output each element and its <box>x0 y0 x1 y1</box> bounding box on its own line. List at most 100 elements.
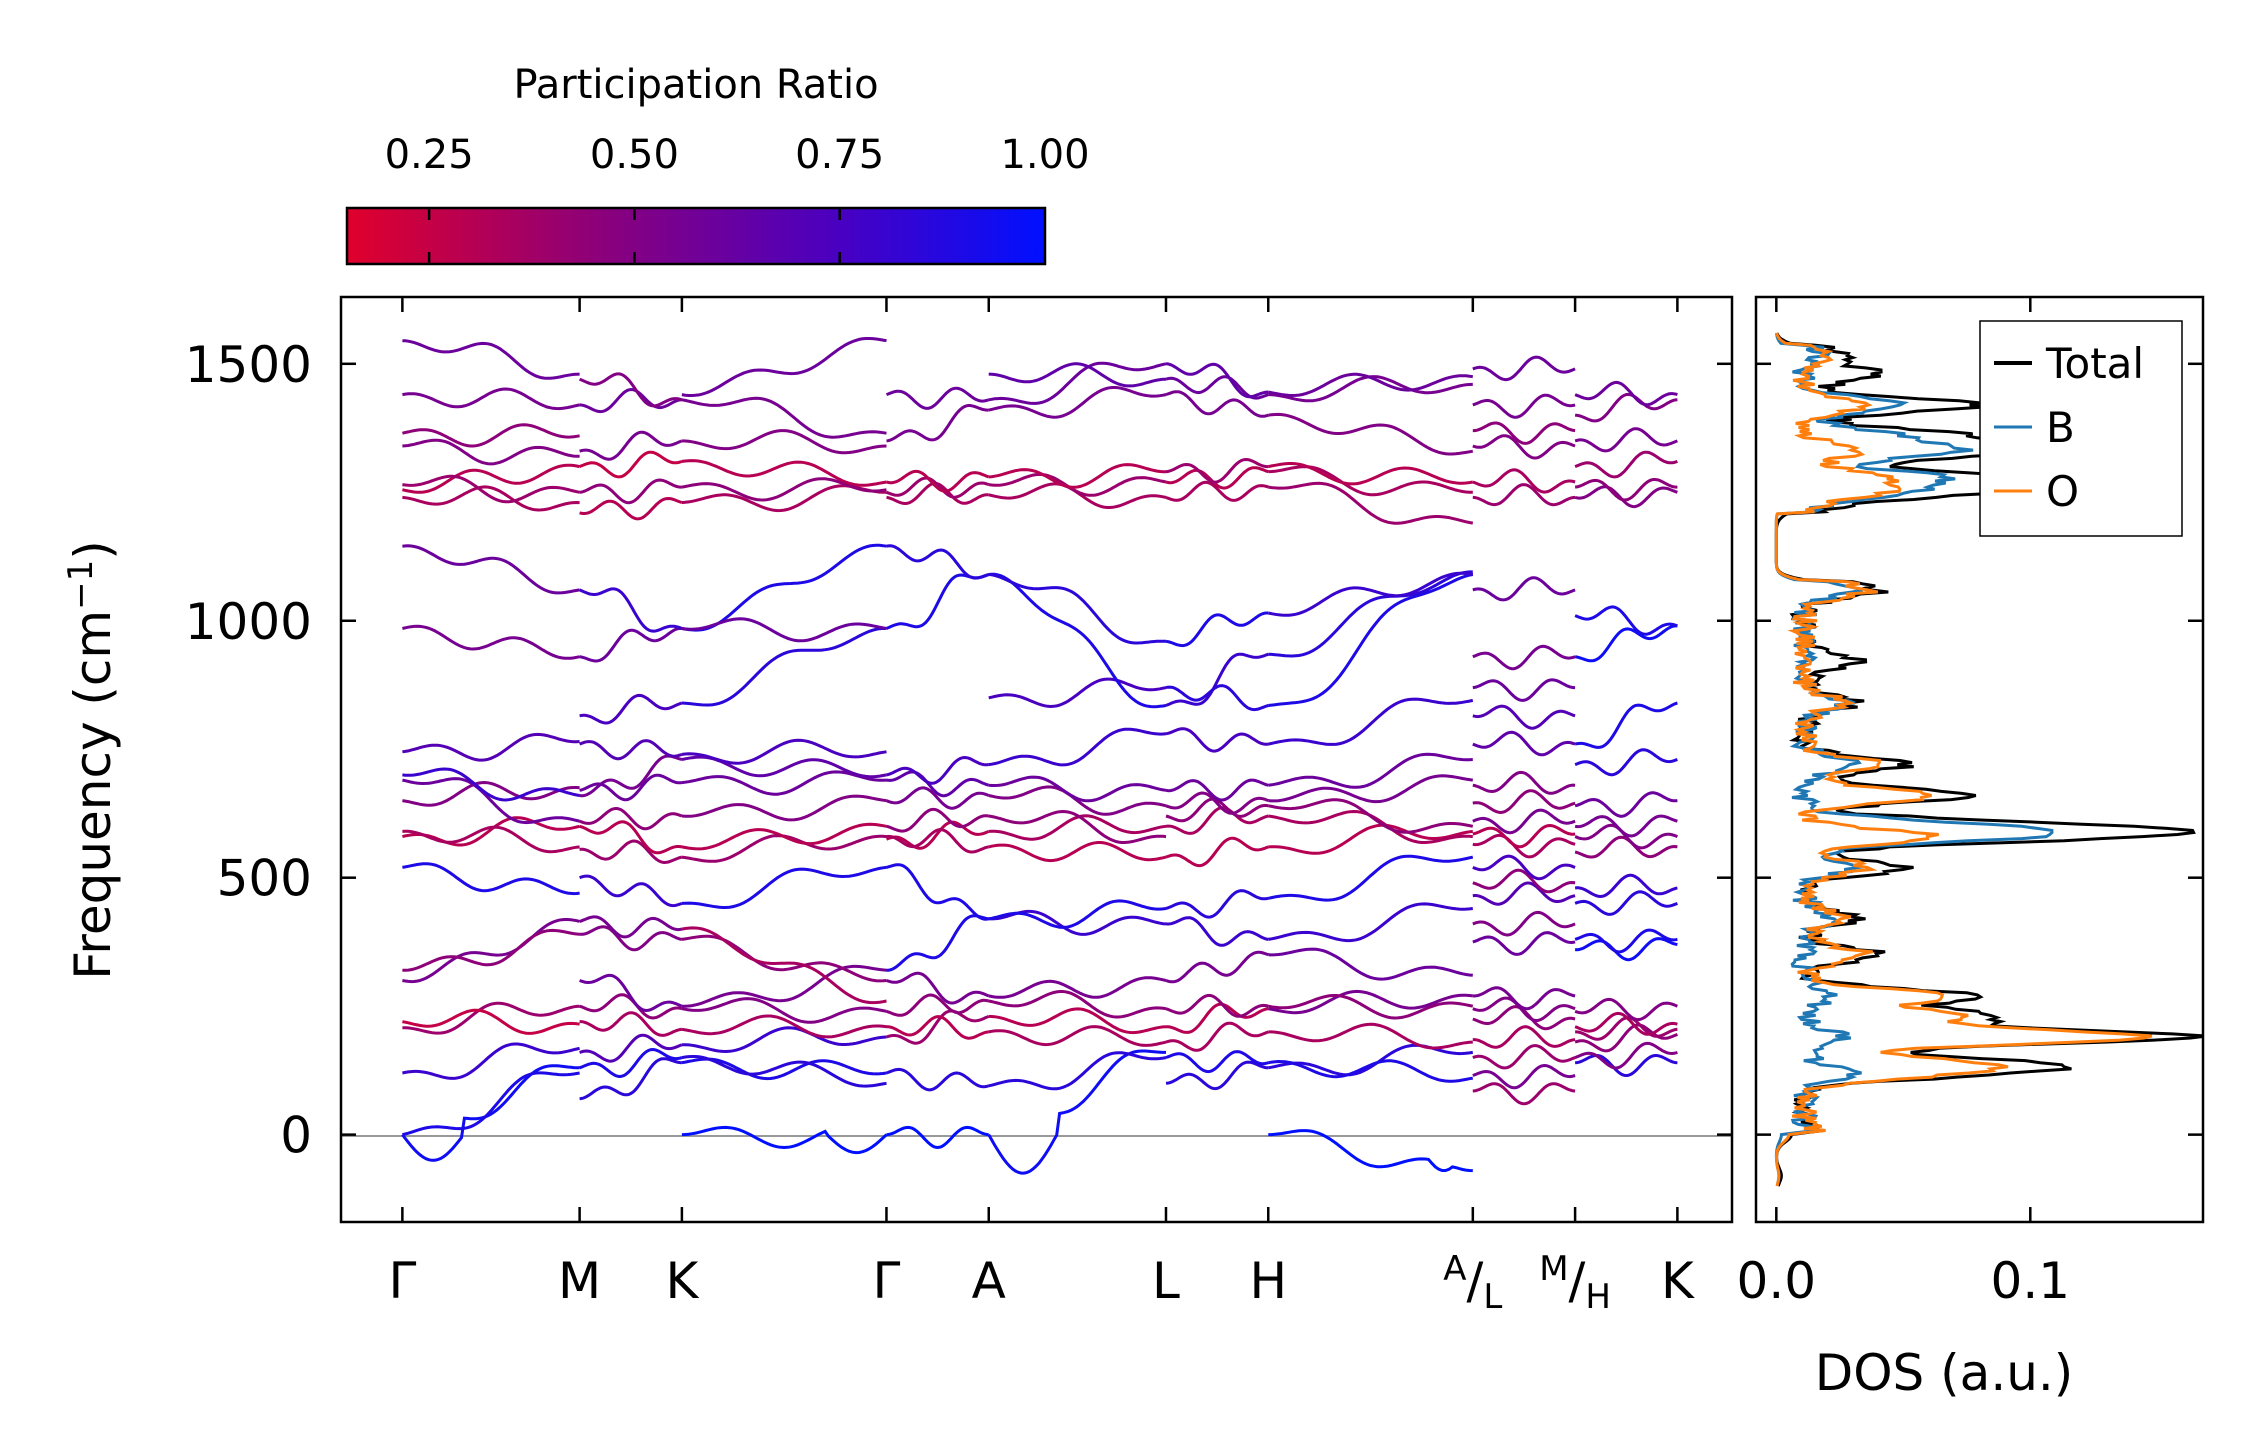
phonon-band <box>1575 937 1678 962</box>
phonon-band <box>886 1009 990 1045</box>
phonon-band <box>886 971 990 1005</box>
kpoint-label: M <box>558 1252 601 1310</box>
phonon-band <box>1268 1059 1474 1083</box>
phonon-band <box>1267 571 1474 617</box>
phonon-band <box>988 841 1167 863</box>
frequency-tick-label: 0 <box>280 1107 312 1165</box>
phonon-band <box>1472 355 1576 382</box>
phonon-band <box>681 865 887 909</box>
phonon-band <box>1165 806 1269 835</box>
phonon-band <box>1574 997 1678 1022</box>
colorbar-ticks: 0.25 0.50 0.75 1.00 <box>385 132 1090 264</box>
legend-label: Total <box>2045 339 2144 388</box>
phonon-band <box>988 1051 1167 1091</box>
phonon-band <box>886 476 990 499</box>
frequency-tick-label: 1500 <box>185 336 312 394</box>
phonon-band <box>681 459 887 487</box>
phonon-band <box>988 899 1167 929</box>
phonon-band <box>1165 727 1269 753</box>
phonon-band <box>1472 483 1576 507</box>
phonon-band <box>579 773 683 802</box>
phonon-band <box>402 624 580 660</box>
phonon-band <box>1268 372 1474 398</box>
phonon-band <box>1472 434 1576 460</box>
frequency-tick-label: 500 <box>217 850 312 908</box>
phonon-band <box>1165 457 1269 484</box>
phonon-band <box>681 738 887 765</box>
phonon-band <box>1472 393 1576 419</box>
phonon-band <box>988 785 1167 816</box>
phonon-band <box>579 587 683 633</box>
phonon-band <box>886 404 989 443</box>
phonon-band <box>988 990 1167 1019</box>
phonon-band <box>886 828 989 854</box>
phonon-band <box>681 337 887 397</box>
phonon-band <box>1267 697 1474 746</box>
phonon-band <box>1165 480 1269 502</box>
phonon-band <box>1268 752 1473 789</box>
dos-panel: 0.0 0.1 DOS (a.u.) Total BO <box>1737 295 2205 1402</box>
phonon-band <box>402 767 580 802</box>
phonon-band <box>402 387 580 411</box>
phonon-band <box>988 1007 1167 1035</box>
phonon-band <box>1472 881 1576 906</box>
frequency-ticks: 0 500 1000 1500 <box>185 336 2203 1165</box>
phonon-band <box>1472 789 1576 815</box>
phonon-band <box>1165 390 1269 418</box>
phonon-band <box>988 386 1167 419</box>
kpoint-label: Γ <box>388 1252 416 1310</box>
phonon-band <box>1472 1025 1576 1049</box>
phonon-band <box>1574 814 1678 838</box>
phonon-band <box>1165 993 1269 1018</box>
phonon-band <box>681 755 887 779</box>
phonon-band <box>988 976 1167 999</box>
phonon-band <box>402 918 580 984</box>
phonon-band <box>987 1049 1166 1175</box>
phonon-band <box>1472 833 1576 859</box>
phonon-band <box>1574 1041 1678 1070</box>
kpoint-label: M/H <box>1539 1249 1611 1317</box>
phonon-band <box>1268 989 1473 1015</box>
phonon-band <box>1165 1021 1269 1052</box>
colorbar-tick-label: 0.75 <box>795 132 884 178</box>
dos-legend: Total BO <box>1979 320 2183 537</box>
phonon-band <box>402 474 580 504</box>
phonon-band <box>1472 808 1576 835</box>
phonon-band <box>579 820 683 855</box>
legend-label: B <box>2046 403 2075 452</box>
phonon-band <box>681 1026 887 1054</box>
phonon-band <box>402 485 580 512</box>
phonon-band <box>886 807 989 833</box>
phonon-band <box>1574 748 1678 777</box>
phonon-band <box>1165 889 1269 919</box>
phonon-band <box>988 1025 1167 1047</box>
colorbar-title: Participation Ratio <box>513 62 878 108</box>
phonon-band <box>579 807 683 831</box>
phonon-band <box>1268 1022 1473 1050</box>
phonon-band <box>402 732 580 762</box>
phonon-band <box>1574 478 1678 502</box>
phonon-band <box>988 775 1167 803</box>
phonon-band <box>1574 701 1678 749</box>
phonon-band <box>579 973 683 1013</box>
phonon-band <box>681 997 887 1024</box>
phonon-band <box>1165 916 1269 947</box>
phonon-band <box>1472 986 1576 1011</box>
phonon-band <box>1268 573 1474 707</box>
phonon-band <box>1574 890 1678 916</box>
phonon-band <box>1165 836 1269 868</box>
phonon-band <box>402 423 580 448</box>
phonon-band <box>1268 481 1474 525</box>
phonon-band <box>1574 928 1678 954</box>
phonon-band <box>886 993 990 1017</box>
kpoint-label: A <box>972 1252 1006 1310</box>
phonon-band <box>1574 450 1678 479</box>
phonon-band <box>885 820 990 850</box>
phonon-band <box>1574 835 1678 859</box>
phonon-band <box>579 626 682 663</box>
phonon-band <box>988 677 1167 709</box>
phonon-band <box>681 617 887 643</box>
phonon-band <box>1472 1063 1576 1090</box>
phonon-band <box>579 372 683 408</box>
dos-axes-frame <box>1754 295 2205 1224</box>
